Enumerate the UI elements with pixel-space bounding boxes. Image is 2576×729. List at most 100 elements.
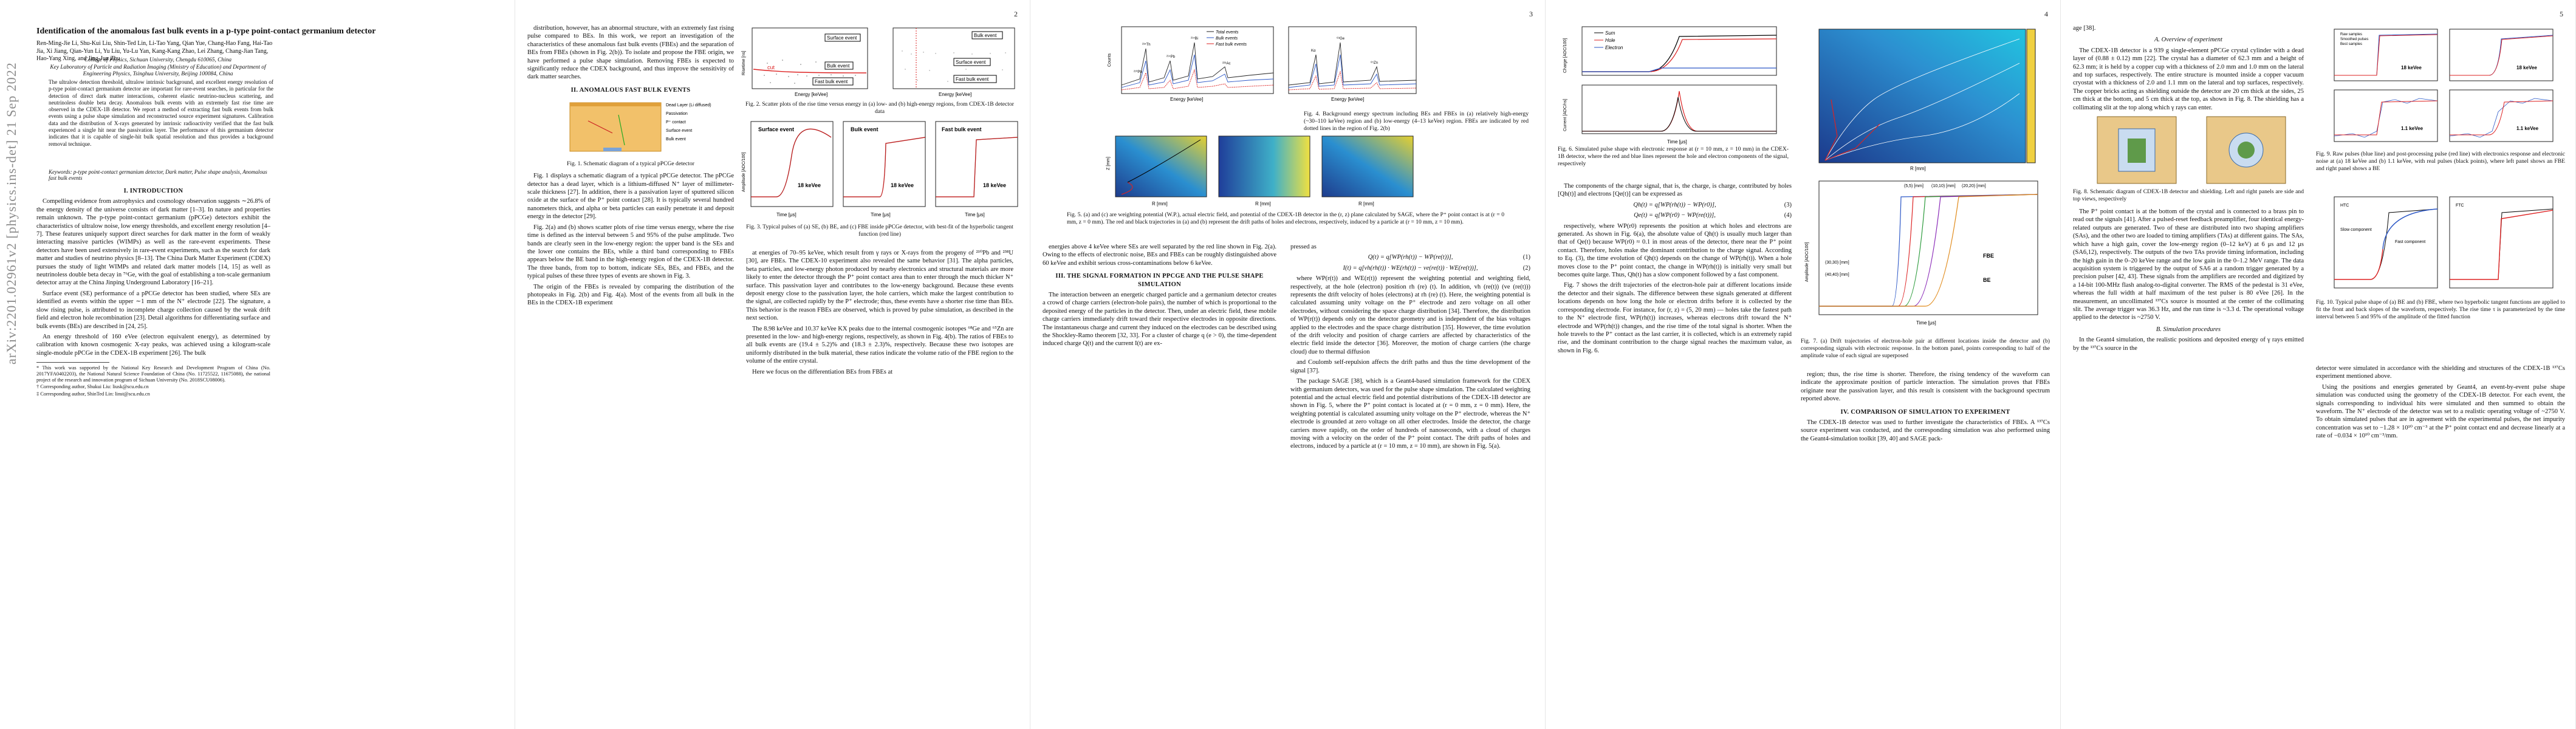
- page-1: arXiv:2201.02961v2 [physics.ins-det] 21 …: [0, 0, 515, 729]
- fig2b-surface-label: Surface event: [956, 60, 986, 65]
- fig4-peak-label: ²¹⁴Bi: [1191, 36, 1198, 41]
- equation-text: Q(t) = q[WP(rh(t)) − WP(re(t))],: [1368, 254, 1453, 261]
- figure-4-caption: Fig. 4. Background energy spectrum inclu…: [1304, 111, 1529, 132]
- fig10-label: HTC: [2340, 204, 2349, 208]
- paragraph: where WP(r(t)) and WE(r(t)) represent th…: [1290, 275, 1530, 355]
- fig4-peak-label: ²¹⁴Pb: [1166, 55, 1176, 59]
- fig4b-xlabel: Energy [keVee]: [1331, 97, 1364, 102]
- paper-title: Identification of the anomalous fast bul…: [36, 27, 376, 36]
- equation-2: I(t) = q[vh(rh(t)) · WE(rh(t)) − ve(re(t…: [1343, 264, 1530, 272]
- paragraph: Compelling evidence from astrophysics an…: [36, 198, 270, 287]
- fig3b-label: Bulk event: [851, 126, 879, 132]
- p4-column-left: The components of the charge signal, tha…: [1558, 182, 1792, 357]
- paragraph: The package SAGE [38], which is a Geant4…: [1290, 378, 1530, 450]
- fig5c-xlabel: R [mm]: [1358, 201, 1374, 207]
- equation-text: I(t) = q[vh(rh(t)) · WE(rh(t)) − ve(re(t…: [1343, 264, 1478, 272]
- fig2a-surface-label: Surface event: [827, 35, 857, 41]
- paragraph: distribution, however, has an abnormal s…: [527, 25, 734, 81]
- equation-3: Qh(t) = q[WP(rh(t)) − WP(r0)], (3): [1633, 201, 1792, 208]
- fig2a-xlabel: Energy [keVee]: [795, 92, 827, 97]
- abstract: The ultralow detection threshold, ultral…: [49, 79, 273, 147]
- fig5-ylabel: Z [mm]: [1106, 157, 1111, 170]
- paragraph: respectively, where WP(r0) represents th…: [1558, 222, 1792, 279]
- paragraph: The interaction between an energetic cha…: [1043, 292, 1276, 347]
- figure-7-caption: Fig. 7. (a) Drift trajectories of electr…: [1801, 338, 2050, 359]
- page-number: 2: [1014, 10, 1018, 18]
- fig4a-xlabel: Energy [keVee]: [1170, 97, 1203, 102]
- paragraph: age [38].: [2073, 25, 2096, 32]
- equation-1: Q(t) = q[WP(rh(t)) − WP(re(t))], (1): [1368, 254, 1530, 261]
- paragraph: The 8.98 keVee and 10.37 keVee KX peaks …: [746, 325, 1013, 365]
- figure-7: R [mm] (5,5) [mm] (10,10) [mm] (20,20) […: [1801, 27, 2050, 446]
- fig6-legend-sum: Sum: [1605, 30, 1615, 36]
- fig9-energy: 18 keVee: [2516, 65, 2537, 70]
- fig6-legend-electron: Electron: [1605, 45, 1623, 50]
- fig1-bulk-label: Bulk event: [666, 137, 686, 142]
- paragraph: In the Geant4 simulation, the realistic …: [2073, 337, 2304, 352]
- fig2a-fast-label: Fast bulk event: [815, 79, 848, 84]
- fig3b-xlabel: Time [μs]: [871, 212, 891, 217]
- fig9-panel: 18 keVee Raw samples Smoothed pulses Bes…: [2334, 29, 2438, 81]
- figure-10: HTC Slow component Fast component FTC Fi…: [2316, 194, 2565, 340]
- fig10-label: Fast component: [2395, 240, 2425, 244]
- figure-3: Surface event 18 keVee Bulk event 18 keV…: [740, 119, 1019, 241]
- fig3a-panel: Surface event 18 keVee: [750, 121, 834, 207]
- fig3a-xlabel: Time [μs]: [776, 212, 796, 217]
- fig3-pulses: Surface event 18 keVee Bulk event 18 keV…: [742, 121, 1018, 217]
- fig10-label: Slow component: [2340, 228, 2372, 232]
- paragraph: region; thus, the rise time is shorter. …: [1801, 371, 2050, 403]
- fig3c-label: Fast bulk event: [942, 126, 982, 132]
- fig9-legend: Best samples: [2340, 43, 2362, 46]
- fig2a-bulk-label: Bulk event: [827, 63, 850, 69]
- fig4-legend-fast: Fast bulk events: [1216, 43, 1247, 47]
- paragraph: and Coulomb self-repulsion affects the d…: [1290, 359, 1530, 374]
- p4-column-right: region; thus, the rise time is shorter. …: [1801, 371, 2050, 445]
- section-heading: IV. COMPARISON OF SIMULATION TO EXPERIME…: [1840, 408, 2010, 416]
- fig9-pulses: 18 keVee Raw samples Smoothed pulses Bes…: [2334, 29, 2554, 142]
- fig7-ylabel: Amplitude [ADC/100]: [1805, 242, 1809, 282]
- fig9-panel: 1.1 keVee: [2334, 89, 2438, 142]
- fig10a-panel: HTC Slow component Fast component: [2334, 196, 2438, 289]
- paragraph: pressed as: [1290, 244, 1317, 250]
- paragraph: The components of the charge signal, tha…: [1558, 183, 1792, 198]
- paragraph: The CDEX-1B detector is a 939 g single-e…: [2073, 47, 2304, 111]
- fig4-ylabel: Counts: [1108, 53, 1112, 67]
- fig7-legend: (10,10) [mm]: [1931, 184, 1956, 188]
- paragraph: at energies of 70–95 keVee, which result…: [746, 250, 1013, 322]
- page-5: 5 age [38]. A. Overview of experiment Th…: [2061, 0, 2576, 729]
- fig2b-fast-label: Fast bulk event: [956, 77, 989, 82]
- p2-column-right: at energies of 70–95 keVee, which result…: [746, 249, 1013, 378]
- fig9-energy: 1.1 keVee: [2516, 126, 2539, 131]
- footnote: ‡ Corresponding author, ShinTed Lin: lin…: [36, 391, 150, 397]
- fig9-energy: 1.1 keVee: [2401, 126, 2424, 131]
- footnote: † Corresponding author, Shukui Liu: lius…: [36, 384, 149, 390]
- section-heading: II. ANOMALOUS FAST BULK EVENTS: [570, 86, 691, 94]
- subsection-heading: B. Simulation procedures: [2156, 326, 2221, 333]
- fig3b-panel: Bulk event 18 keVee: [843, 121, 926, 207]
- arxiv-stamp: arXiv:2201.02961v2 [physics.ins-det] 21 …: [4, 62, 19, 364]
- page-3: 3 Total events Bulk events Fast bulk eve…: [1030, 0, 1546, 729]
- fig10b-panel: FTC: [2449, 196, 2554, 289]
- fig10-label: FTC: [2456, 204, 2464, 208]
- paragraph: Fig. 1 displays a schematic diagram of a…: [527, 173, 734, 221]
- author-list: Ren-Ming-Jie Li, Shu-Kui Liu, Shin-Ted L…: [36, 40, 273, 62]
- fig9-panel: 1.1 keVee: [2449, 89, 2554, 142]
- fig2a-cut-label: cut: [767, 64, 775, 70]
- section-heading: III. THE SIGNAL FORMATION IN PPCGE AND T…: [1055, 273, 1264, 288]
- paragraph: detector were simulated in accordance wi…: [2316, 365, 2565, 380]
- figure-6-caption: Fig. 6. Simulated pulse shape with elect…: [1558, 146, 1789, 167]
- figure-9: 18 keVee Raw samples Smoothed pulses Bes…: [2316, 27, 2565, 191]
- fig3b-energy: 18 keVee: [891, 182, 914, 188]
- fig5a-xlabel: R [mm]: [1152, 201, 1168, 207]
- figure-8: Fig. 8. Schematic diagram of CDEX-1B det…: [2073, 114, 2304, 205]
- figure-8-caption: Fig. 8. Schematic diagram of CDEX-1B det…: [2073, 188, 2304, 203]
- fig1-schematic: Dead Layer (Li diffused) Passivation P⁺ …: [569, 102, 711, 152]
- fig7-legend: (20,20) [mm]: [1962, 184, 1986, 188]
- p3-column-right: pressed as Q(t) = q[WP(rh(t)) − WP(re(t)…: [1290, 243, 1530, 453]
- p5-column-left: age [38]. A. Overview of experiment The …: [2073, 24, 2304, 355]
- page-number: 4: [2044, 10, 2048, 18]
- fig1-deadlayer-label: Dead Layer (Li diffused): [666, 103, 711, 108]
- fig4-peak-label: ²¹⁰Pb: [1134, 70, 1142, 74]
- paragraph: An energy threshold of 160 eVee (electro…: [36, 333, 270, 357]
- p5-column-right: detector were simulated in accordance wi…: [2316, 364, 2565, 443]
